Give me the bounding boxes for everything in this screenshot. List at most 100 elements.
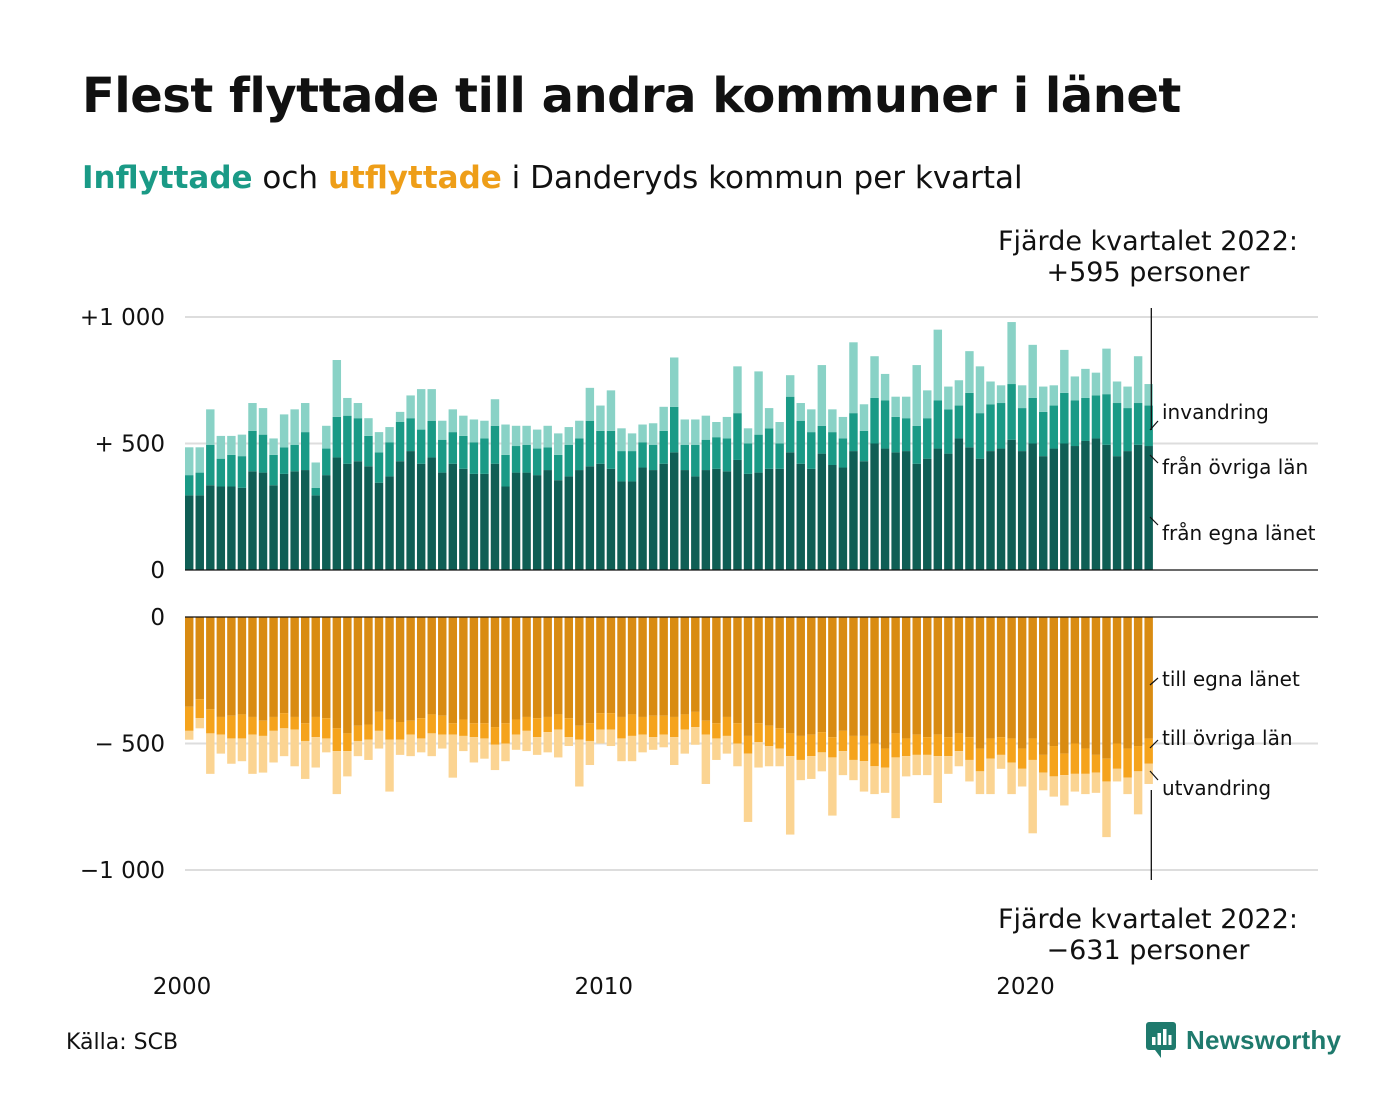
bar-in-från-övriga-län — [975, 413, 985, 459]
bar-in-från-övriga-län — [501, 454, 510, 487]
bar-in-från-övriga-län — [817, 425, 827, 454]
bar-out-till-övriga-län — [627, 714, 637, 736]
bar-out-utvandring — [459, 735, 468, 752]
bar-in-från-egna-länet — [606, 468, 616, 570]
bar-out-till-egna-länet — [279, 617, 289, 714]
bar-out-utvandring — [448, 734, 458, 778]
bar-in-från-egna-länet — [764, 468, 774, 570]
bar-out-utvandring — [870, 766, 879, 795]
bar-out-till-egna-länet — [975, 617, 985, 749]
bar-out-till-övriga-län — [332, 728, 342, 752]
bar-out-utvandring — [1081, 773, 1090, 795]
bar-in-invandring — [459, 415, 468, 436]
bar-in-invandring — [996, 385, 1006, 404]
bar-in-invandring — [511, 425, 521, 447]
bar-out-till-övriga-län — [353, 725, 363, 741]
bar-out-utvandring — [427, 733, 436, 757]
newsworthy-logo-icon — [1146, 1022, 1176, 1058]
bar-out-till-egna-länet — [1102, 617, 1111, 759]
leader-line — [1149, 420, 1159, 431]
bar-in-från-egna-länet — [385, 476, 394, 570]
bar-out-utvandring — [712, 738, 721, 760]
bar-out-till-övriga-län — [490, 727, 500, 745]
bar-in-från-övriga-län — [691, 444, 700, 477]
bar-out-utvandring — [279, 728, 289, 757]
bar-out-till-övriga-län — [216, 716, 226, 735]
bar-in-från-övriga-län — [469, 442, 479, 474]
y-tick-label-in: +1 000 — [80, 305, 165, 331]
bar-out-utvandring — [522, 730, 531, 752]
bar-out-till-egna-länet — [522, 617, 531, 717]
bar-out-till-övriga-län — [322, 718, 331, 739]
bar-in-invandring — [828, 409, 837, 433]
bar-out-utvandring — [933, 756, 943, 803]
bar-in-från-egna-länet — [923, 458, 932, 570]
bar-out-till-egna-länet — [248, 617, 257, 717]
bar-in-från-övriga-län — [901, 418, 911, 452]
bar-in-från-egna-länet — [691, 476, 700, 570]
bar-out-till-övriga-län — [438, 715, 447, 735]
bar-out-till-egna-länet — [374, 617, 384, 712]
bar-in-från-övriga-län — [880, 400, 890, 449]
bar-out-till-egna-länet — [838, 617, 848, 731]
bar-out-till-egna-länet — [954, 617, 964, 734]
bar-in-från-egna-länet — [416, 463, 426, 570]
bar-in-från-övriga-län — [785, 396, 795, 453]
bar-in-från-egna-länet — [1102, 444, 1111, 570]
bar-in-från-övriga-län — [638, 442, 647, 468]
bar-in-från-egna-länet — [543, 470, 552, 570]
y-tick-label-out: −1 000 — [80, 858, 165, 884]
bar-out-utvandring — [343, 751, 352, 777]
bar-in-invandring — [1060, 349, 1069, 393]
bar-in-från-övriga-län — [775, 443, 784, 469]
bar-out-utvandring — [606, 729, 616, 747]
bar-in-invandring — [227, 435, 236, 455]
bar-in-från-övriga-län — [395, 422, 405, 462]
annotation-in-line2: +595 personer — [1046, 257, 1250, 288]
bar-out-till-övriga-län — [448, 723, 458, 735]
bar-in-invandring — [670, 357, 679, 407]
outflow-bars — [185, 617, 1153, 838]
bar-in-från-övriga-län — [554, 454, 563, 481]
bar-out-till-övriga-län — [996, 737, 1006, 755]
bar-out-utvandring — [648, 737, 658, 750]
bar-in-från-övriga-län — [838, 438, 848, 468]
bar-in-från-övriga-län — [343, 415, 352, 464]
bar-out-till-egna-länet — [206, 617, 215, 710]
bar-out-utvandring — [754, 742, 763, 768]
bar-out-till-egna-länet — [216, 617, 226, 717]
bar-in-från-övriga-län — [617, 451, 626, 482]
bar-in-invandring — [1144, 384, 1153, 406]
bar-out-till-övriga-län — [1123, 748, 1132, 778]
bar-in-från-övriga-län — [416, 429, 426, 464]
bar-out-till-övriga-län — [638, 716, 647, 735]
bar-in-invandring — [395, 411, 405, 422]
bar-in-invandring — [965, 351, 974, 393]
bar-in-från-egna-länet — [933, 448, 943, 570]
bar-out-till-egna-länet — [237, 617, 247, 715]
bar-out-till-övriga-län — [1028, 738, 1037, 760]
bar-in-invandring — [1123, 386, 1132, 409]
bar-in-från-egna-länet — [1028, 443, 1037, 570]
bar-in-invandring — [279, 414, 289, 448]
bar-out-till-övriga-län — [1070, 743, 1080, 774]
bar-out-till-egna-länet — [1049, 617, 1058, 747]
bar-in-invandring — [743, 428, 753, 444]
newsworthy-logo: Newsworthy — [1146, 1022, 1341, 1058]
bar-out-utvandring — [1028, 759, 1037, 834]
bar-in-invandring — [764, 408, 774, 429]
bar-out-till-övriga-län — [901, 738, 911, 757]
bar-out-till-övriga-län — [406, 720, 415, 735]
legend-in-egna: från egna länet — [1149, 516, 1316, 545]
bar-in-invandring — [1091, 372, 1101, 396]
bar-in-från-egna-länet — [522, 472, 531, 571]
bar-out-till-egna-länet — [648, 617, 658, 716]
bar-in-från-egna-länet — [701, 470, 711, 570]
bar-out-till-övriga-län — [1133, 746, 1143, 772]
bar-out-utvandring — [469, 737, 479, 763]
bar-in-från-övriga-län — [1112, 403, 1122, 457]
bar-out-utvandring — [1060, 775, 1069, 806]
bar-out-till-övriga-län — [617, 716, 626, 739]
bar-in-invandring — [237, 434, 247, 457]
bar-in-från-övriga-län — [322, 448, 331, 476]
